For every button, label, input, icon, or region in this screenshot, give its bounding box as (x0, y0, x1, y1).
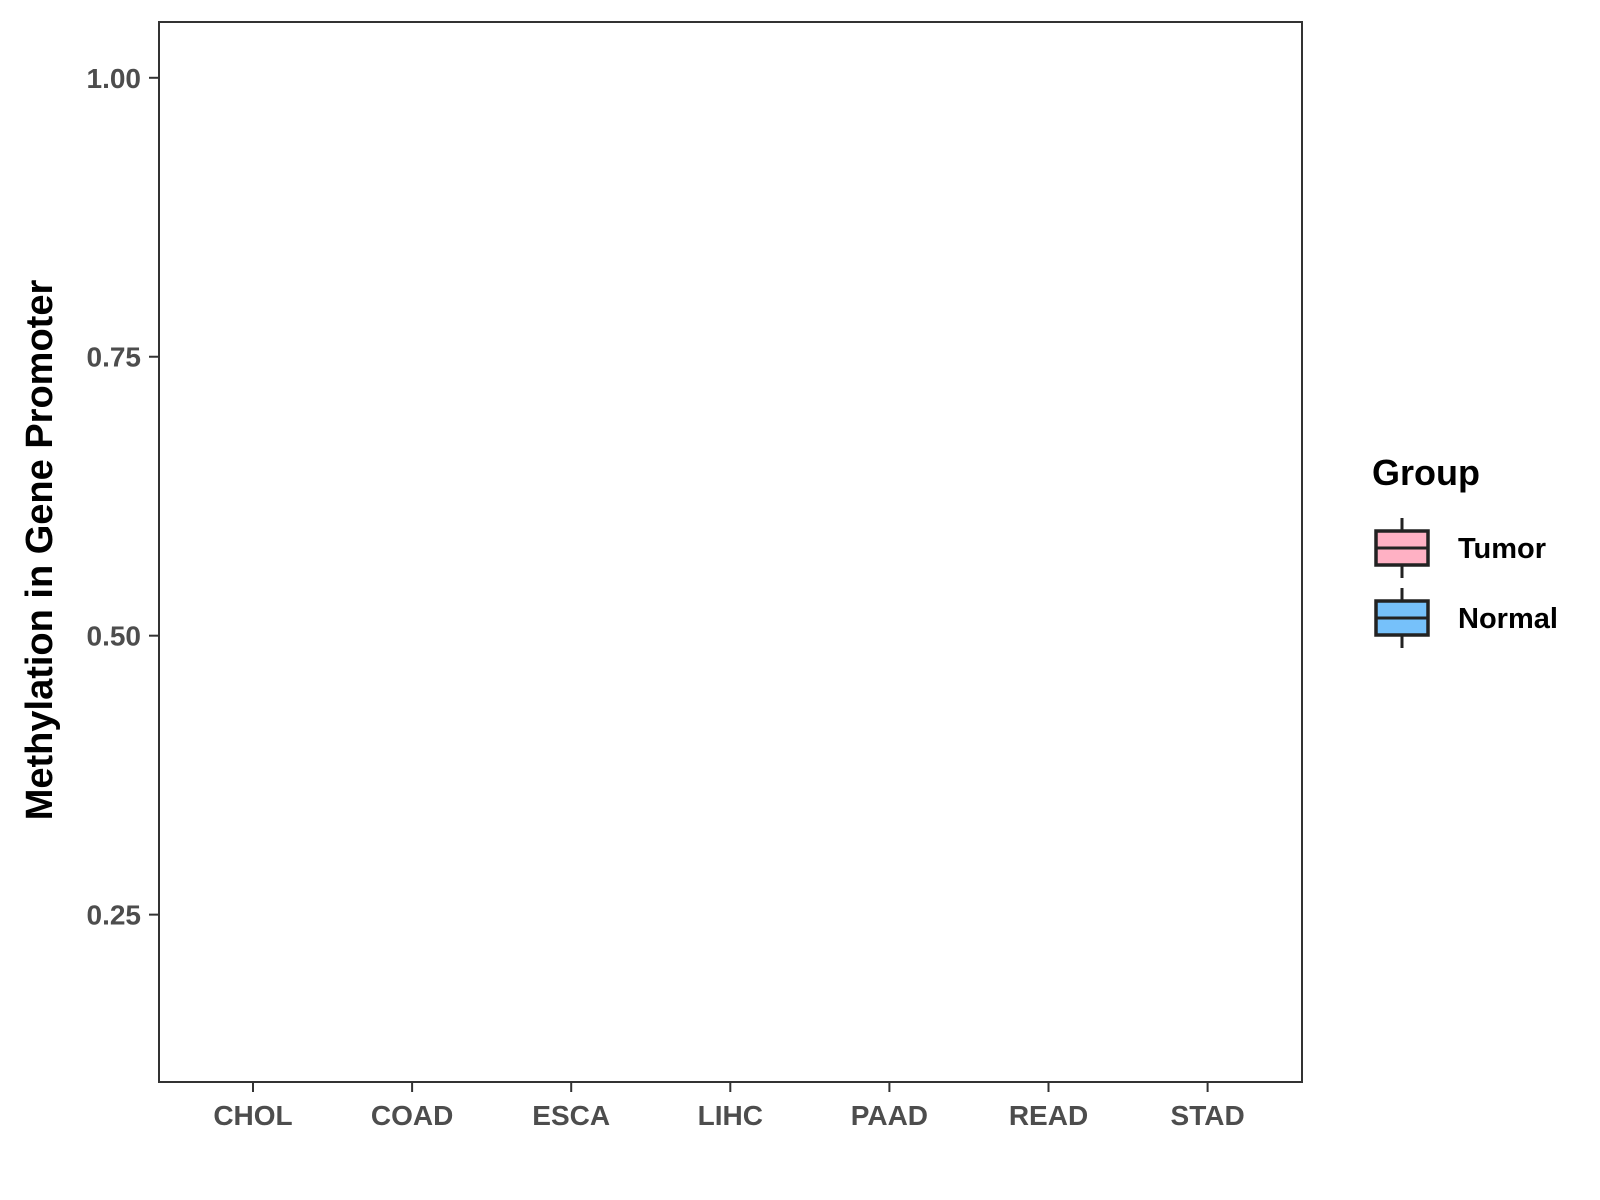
y-tick-label: 0.25 (87, 900, 142, 931)
y-tick-label: 0.75 (87, 342, 142, 373)
x-tick-label: READ (1009, 1100, 1088, 1131)
legend-label: Normal (1458, 603, 1558, 635)
x-tick-label: COAD (371, 1100, 453, 1131)
panel-border (158, 21, 1303, 1083)
x-tick-label: STAD (1171, 1100, 1245, 1131)
axes: 0.25 0.50 0.75 1.00 CHOL COAD ESCA LIHC PAAD READ… (87, 21, 1303, 1131)
legend-key-tumor (1374, 518, 1430, 578)
legend-key-normal (1374, 588, 1430, 648)
y-tick-label: 1.00 (87, 63, 142, 94)
x-tick-label: CHOL (213, 1100, 292, 1131)
x-tick-label: ESCA (532, 1100, 610, 1131)
x-tick-label: PAAD (851, 1100, 928, 1131)
y-axis-title: Methylation in Gene Promoter (19, 280, 61, 821)
legend-label: Tumor (1458, 533, 1546, 565)
x-tick-label: LIHC (698, 1100, 763, 1131)
legend: Group Tumor Normal (1372, 452, 1558, 648)
y-tick-label: 0.50 (87, 621, 142, 652)
legend-title: Group (1372, 452, 1480, 493)
